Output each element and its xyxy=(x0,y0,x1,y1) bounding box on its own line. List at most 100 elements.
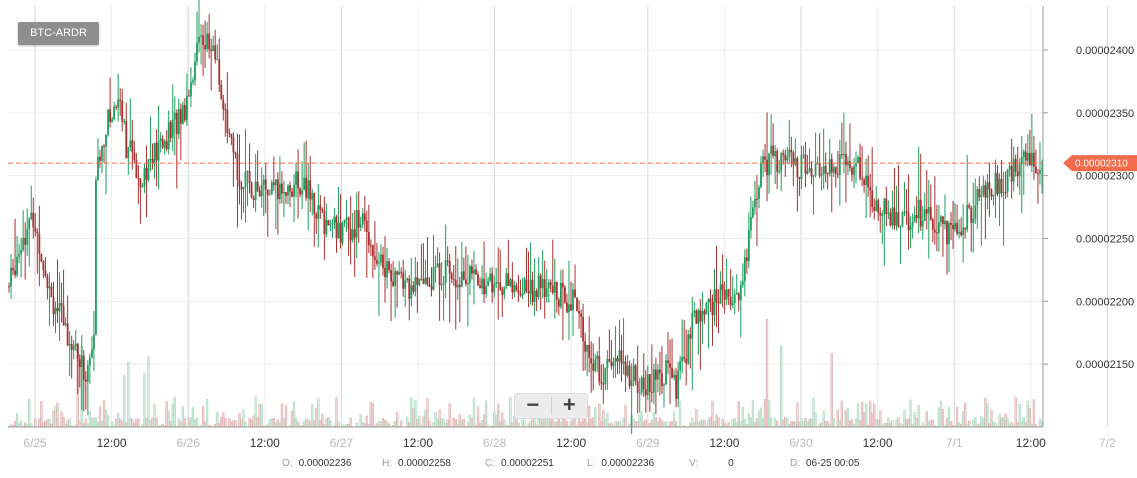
candle-body xyxy=(739,285,742,301)
candle-body xyxy=(622,361,625,364)
low-value: 0.00002236 xyxy=(601,458,655,469)
volume-bar xyxy=(988,423,991,428)
candle-body xyxy=(782,153,785,155)
high-value: 0.00002258 xyxy=(398,458,451,469)
candle-body xyxy=(960,231,963,235)
volume-value: 0 xyxy=(728,458,734,469)
volume-bar xyxy=(442,419,445,428)
candle-body xyxy=(618,350,621,362)
candle-body xyxy=(737,293,740,301)
candle-body xyxy=(250,183,253,198)
zoom-out-button[interactable]: − xyxy=(526,392,540,417)
volume-bar xyxy=(480,420,484,428)
candle-body xyxy=(78,358,81,368)
candle-body xyxy=(327,220,330,226)
volume-bar xyxy=(864,403,868,428)
volume-bar xyxy=(634,421,637,428)
volume-bar xyxy=(644,419,647,428)
candle-body xyxy=(992,194,995,197)
candle-body xyxy=(501,289,504,295)
volume-bar xyxy=(448,403,451,428)
candle-body xyxy=(202,35,204,46)
zoom-in-button[interactable]: + xyxy=(562,392,576,417)
candle-body xyxy=(948,223,950,245)
candle-body xyxy=(220,84,223,100)
candle-body xyxy=(545,288,548,297)
candle-body xyxy=(20,250,23,254)
volume-bar xyxy=(117,412,120,428)
volume-bar xyxy=(1018,404,1021,428)
volume-bar xyxy=(414,400,417,428)
candle-body xyxy=(796,158,799,178)
candle-body xyxy=(650,391,653,393)
ohlc-low: L: 0.00002236 xyxy=(587,458,654,469)
pair-label-badge[interactable]: BTC-ARDR xyxy=(18,22,99,45)
volume-bar xyxy=(652,412,656,428)
candle-body xyxy=(634,365,637,382)
volume-bar xyxy=(216,411,219,428)
candle-body xyxy=(523,279,526,295)
candle-body xyxy=(699,310,702,322)
candle-body xyxy=(871,190,874,208)
volume-bar xyxy=(844,410,848,428)
candle-body xyxy=(278,183,281,200)
candle-body xyxy=(159,138,162,141)
candle-body xyxy=(529,279,532,294)
candle-body xyxy=(838,154,841,175)
candle-body xyxy=(721,284,724,290)
volume-bar xyxy=(410,397,413,428)
volume-bar xyxy=(871,412,874,428)
candle-body xyxy=(232,137,235,153)
y-tick-label: 0.00002350 xyxy=(1076,108,1134,120)
volume-bar xyxy=(169,420,172,428)
candle-body xyxy=(747,230,750,262)
volume-bar xyxy=(727,422,730,428)
candle-body xyxy=(978,189,981,198)
date-value: 06-25 00:05 xyxy=(806,458,860,469)
volume-bar xyxy=(937,407,941,428)
candle-body xyxy=(380,254,382,263)
candle-body xyxy=(169,121,172,138)
candle-body xyxy=(596,355,599,360)
candle-body xyxy=(230,133,233,138)
candle-body xyxy=(464,279,467,285)
candle-body xyxy=(547,282,550,289)
candle-body xyxy=(988,182,991,190)
volume-bar xyxy=(179,421,182,428)
candle-body xyxy=(359,224,362,228)
candle-body xyxy=(460,271,463,288)
x-tick-label: 12:00 xyxy=(709,436,739,450)
volume-bar xyxy=(521,418,524,428)
volume-bar xyxy=(100,420,104,428)
candle-body xyxy=(30,212,33,220)
volume-bar xyxy=(765,318,769,428)
volume-bar xyxy=(424,409,427,428)
x-tick-label: 7/1 xyxy=(946,436,963,450)
candle-body xyxy=(970,207,973,223)
volume-bar xyxy=(422,416,425,428)
candle-body xyxy=(972,219,975,223)
candle-body xyxy=(22,238,25,251)
candle-body xyxy=(1018,164,1021,177)
volume-bar xyxy=(891,420,894,428)
candle-body xyxy=(183,105,186,121)
candle-body xyxy=(412,285,415,292)
candle-body xyxy=(1026,152,1029,161)
volume-bar xyxy=(721,418,724,428)
volume-bar xyxy=(693,422,696,428)
y-tick-label: 0.00002300 xyxy=(1076,171,1134,183)
candle-body xyxy=(499,282,502,290)
volume-bar xyxy=(856,403,860,428)
volume-bar xyxy=(642,420,645,428)
volume-bar xyxy=(143,372,146,428)
volume-bar xyxy=(531,417,534,428)
volume-bar xyxy=(327,417,330,428)
volume-bar xyxy=(709,416,712,428)
volume-bar xyxy=(359,414,362,428)
candle-body xyxy=(760,162,762,188)
volume-bar xyxy=(790,421,793,428)
volume-bar xyxy=(660,420,664,428)
candle-body xyxy=(766,159,768,176)
candle-body xyxy=(784,154,787,161)
